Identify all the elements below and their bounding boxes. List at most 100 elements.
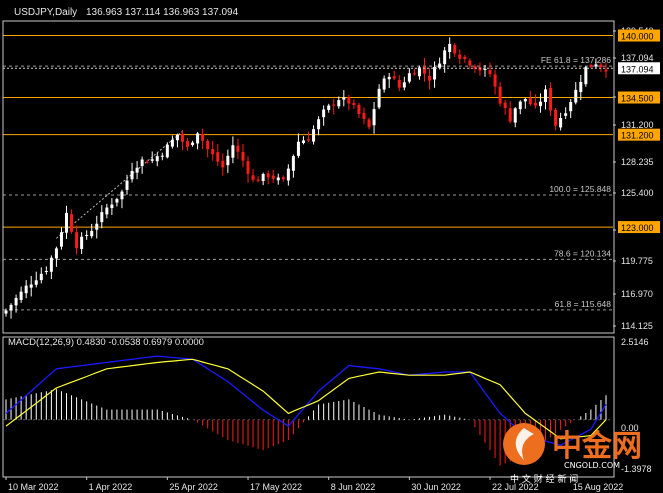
candle-body	[291, 156, 295, 171]
candle-body	[387, 76, 391, 80]
candle	[402, 76, 406, 91]
candle-body	[241, 151, 245, 161]
candle-body	[407, 73, 411, 82]
candle-body	[589, 64, 593, 67]
candle	[4, 308, 8, 317]
candle-body	[584, 67, 588, 85]
candle-body	[261, 174, 265, 181]
watermark-slogan: 中 文 财 经 新 闻	[510, 473, 578, 485]
candle	[246, 156, 250, 183]
candle-body	[307, 139, 311, 141]
candle-body	[206, 141, 210, 150]
candle	[332, 98, 336, 115]
candle	[110, 198, 114, 215]
candle-body	[54, 248, 58, 259]
candle	[75, 225, 79, 255]
candle	[271, 169, 275, 184]
current-price-label: 137.094	[621, 64, 654, 74]
candle-body	[327, 105, 331, 110]
candle	[155, 152, 159, 167]
candle	[574, 82, 578, 105]
candle	[216, 144, 220, 167]
candle-body	[196, 133, 200, 144]
candle-body	[412, 73, 416, 75]
candle	[352, 99, 356, 109]
candle	[24, 280, 28, 299]
level-badge-label: 134.500	[621, 93, 654, 103]
fib-label: 78.6 = 120.134	[554, 248, 611, 258]
candle	[433, 61, 437, 88]
candle-body	[19, 291, 23, 300]
candle	[327, 103, 331, 113]
candle-body	[236, 145, 240, 152]
candle	[296, 133, 300, 158]
candle	[54, 246, 58, 267]
candle	[317, 116, 321, 136]
candle-body	[120, 191, 124, 200]
candle-body	[594, 64, 598, 67]
candle	[362, 107, 366, 125]
cngold-logo-icon	[503, 423, 545, 465]
fib-lines-layer: FE 61.8 = 137.286 100.0 = 125.848 78.6 = 1…	[3, 55, 613, 311]
macd-histogram-layer	[3, 389, 613, 466]
candle-body	[201, 133, 205, 141]
trendline-layer	[56, 130, 183, 239]
candle-body	[130, 171, 134, 180]
candle-body	[458, 54, 462, 59]
candle	[95, 215, 99, 239]
candle-body	[140, 159, 144, 167]
candle-body	[39, 273, 43, 281]
candle-body	[65, 212, 69, 233]
candle	[85, 230, 89, 240]
candle-body	[301, 140, 305, 143]
candle	[281, 175, 285, 182]
candle	[463, 54, 467, 63]
candle-body	[317, 119, 321, 130]
candle	[478, 62, 482, 76]
candle-body	[493, 74, 497, 87]
candle	[19, 286, 23, 303]
candle	[201, 128, 205, 149]
candle	[312, 125, 316, 145]
candle	[483, 64, 487, 77]
candle	[513, 107, 517, 128]
candle-body	[29, 284, 33, 288]
signal-line	[5, 358, 607, 440]
candle-body	[428, 75, 432, 81]
candles-layer[interactable]	[4, 37, 608, 319]
candle-body	[322, 109, 326, 118]
candle	[549, 82, 553, 117]
candle-body	[216, 152, 220, 162]
candle-body	[554, 109, 558, 126]
candle-body	[266, 173, 270, 178]
candle	[251, 168, 255, 183]
candle-body	[503, 102, 507, 108]
candle	[392, 70, 396, 81]
candle	[120, 189, 124, 209]
candle-body	[518, 101, 522, 110]
candle-body	[448, 43, 452, 53]
level-badge	[618, 221, 660, 234]
candle-body	[604, 69, 608, 72]
candle	[115, 197, 119, 207]
candle-body	[44, 271, 48, 273]
candle	[579, 74, 583, 101]
candle	[498, 82, 502, 107]
candle	[377, 84, 381, 110]
candle	[175, 133, 179, 148]
candle-body	[115, 198, 119, 203]
candle-body	[160, 155, 164, 157]
symbol-label: USDJPY,Daily	[14, 7, 77, 18]
watermark-domain: CNGOLD.COM	[564, 461, 620, 470]
candle	[80, 232, 84, 254]
macd-tick-label: -1.3978	[621, 464, 652, 474]
candle	[301, 136, 305, 145]
candle-body	[165, 144, 169, 158]
watermark: 中金网 CNGOLD.COM 中 文 财 经 新 闻	[503, 423, 642, 485]
candle	[241, 143, 245, 168]
candle-body	[508, 108, 512, 122]
candle	[186, 137, 190, 151]
candle-body	[347, 97, 351, 104]
